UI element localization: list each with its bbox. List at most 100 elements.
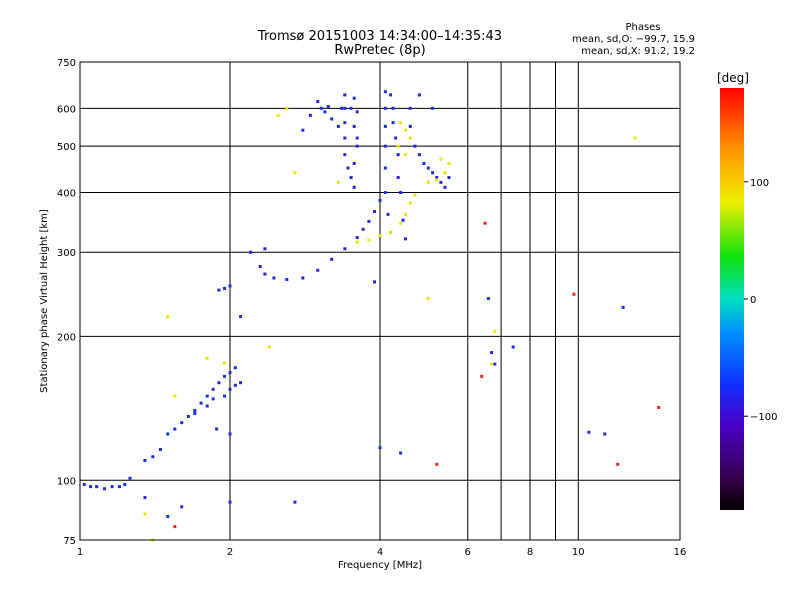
data-point-o — [217, 381, 221, 385]
y-tick-label: 600 — [57, 104, 76, 115]
data-point-o — [193, 408, 197, 412]
data-point-o — [233, 383, 237, 387]
data-point-o — [211, 397, 215, 401]
data-point-o — [349, 106, 353, 110]
data-point-o — [319, 106, 323, 110]
y-tick-label: 75 — [63, 536, 76, 547]
data-point-o — [199, 401, 203, 405]
data-point-x — [435, 178, 439, 182]
data-point-o — [373, 280, 377, 284]
data-point-o — [272, 276, 276, 280]
data-point-o — [621, 305, 625, 309]
data-point-o — [263, 247, 267, 251]
data-point-x — [389, 230, 393, 234]
data-point-o — [263, 272, 267, 276]
y-axis-ticks: 75 100 200 300 400 500 600 750 — [57, 58, 76, 547]
data-point-o — [166, 514, 170, 518]
data-point-o — [95, 485, 99, 489]
data-point-o — [493, 362, 497, 366]
y-tick-label: 400 — [57, 188, 76, 199]
x-axis-label: Frequency [MHz] — [338, 560, 422, 571]
legend-header: Phases — [625, 22, 660, 33]
data-point-o — [383, 144, 387, 148]
data-point-x — [396, 144, 400, 148]
data-point-x — [426, 180, 430, 184]
data-point-o — [211, 387, 215, 391]
data-point-o — [355, 236, 359, 240]
y-tick-label: 500 — [57, 142, 76, 153]
data-point-o — [173, 427, 177, 431]
data-point-x — [355, 240, 359, 244]
x-tick-label: 16 — [674, 547, 687, 558]
data-point-o — [355, 136, 359, 140]
data-point-o — [408, 106, 412, 110]
data-point-o — [389, 93, 393, 97]
data-point-x — [267, 345, 271, 349]
y-axis-label: Stationary phase Virtual Height [km] — [39, 209, 50, 393]
data-point-o — [285, 278, 289, 282]
data-point-x — [143, 512, 147, 516]
data-point-o — [228, 284, 232, 288]
data-point-o — [511, 345, 515, 349]
data-point-x — [633, 136, 637, 140]
data-point-o — [349, 175, 353, 179]
data-point-o — [326, 105, 330, 109]
data-point-o — [352, 96, 356, 100]
y-tick-label: 100 — [57, 476, 76, 487]
colorbar-tick-label: 0 — [750, 295, 756, 306]
data-point-o — [490, 351, 494, 355]
data-point-x — [293, 171, 297, 175]
data-point-o — [399, 190, 403, 194]
chart-subtitle: RwPretec (8p) — [334, 43, 425, 58]
data-point-x — [285, 106, 289, 110]
data-point-o — [158, 447, 162, 451]
data-point-other — [435, 462, 439, 466]
data-point-o — [123, 482, 127, 486]
data-point-x — [447, 161, 451, 165]
data-point-o — [373, 210, 377, 214]
data-point-o — [340, 106, 344, 110]
data-point-o — [431, 171, 435, 175]
data-point-o — [223, 286, 227, 290]
data-point-o — [343, 136, 347, 140]
data-point-o — [346, 166, 350, 170]
x-axis-ticks: 1 2 4 6 8 10 16 — [77, 547, 687, 558]
data-point-x — [223, 361, 227, 365]
data-point-o — [435, 175, 439, 179]
data-point-o — [417, 153, 421, 157]
data-point-x — [439, 157, 443, 161]
data-point-x — [276, 113, 280, 117]
data-point-x — [426, 297, 430, 301]
data-point-o — [383, 190, 387, 194]
data-point-o — [422, 161, 426, 165]
data-point-o — [383, 166, 387, 170]
data-point-x — [403, 153, 407, 157]
data-point-o — [89, 485, 93, 489]
data-point-o — [330, 117, 334, 121]
colorbar-label: [deg] — [717, 71, 749, 85]
grid-lines — [80, 62, 680, 540]
data-point-o — [151, 455, 155, 459]
data-point-x — [443, 171, 447, 175]
data-point-o — [166, 432, 170, 436]
data-point-o — [343, 153, 347, 157]
data-point-x — [399, 121, 403, 125]
colorbar — [720, 88, 744, 510]
data-point-o — [228, 387, 232, 391]
data-point-o — [239, 315, 243, 319]
data-point-o — [447, 175, 451, 179]
data-point-o — [180, 421, 184, 425]
data-point-o — [180, 505, 184, 509]
data-point-o — [301, 128, 305, 132]
data-point-o — [378, 198, 382, 202]
data-point-x — [408, 136, 412, 140]
plot-frame — [79, 61, 681, 541]
data-point-o — [143, 496, 147, 500]
data-point-o — [426, 166, 430, 170]
data-point-other — [657, 405, 661, 409]
data-point-o — [323, 110, 327, 114]
data-point-other — [616, 462, 620, 466]
data-point-o — [343, 106, 347, 110]
x-tick-label: 4 — [377, 547, 383, 558]
data-point-o — [396, 175, 400, 179]
